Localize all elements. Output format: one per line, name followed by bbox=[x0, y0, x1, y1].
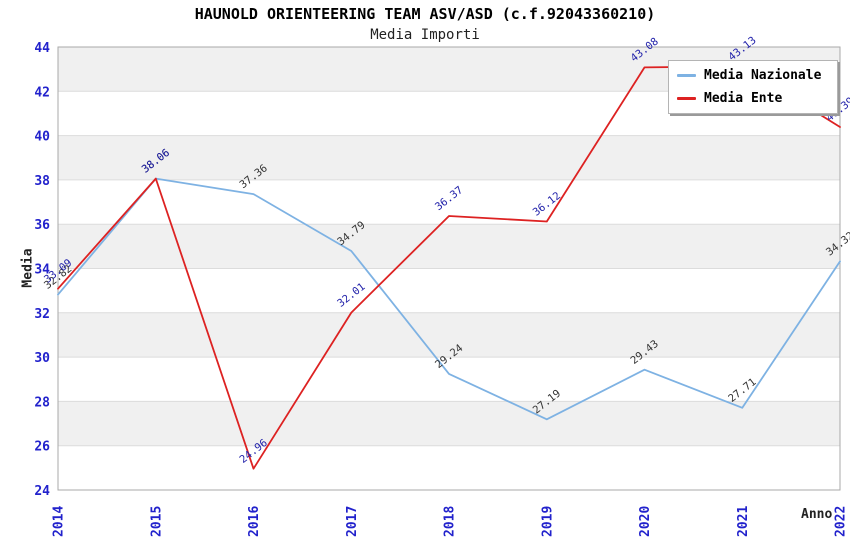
x-tick-label: 2018 bbox=[443, 506, 458, 537]
y-tick-label: 26 bbox=[34, 440, 50, 455]
media-ente-line-swatch bbox=[677, 97, 696, 100]
legend-label: Media Ente bbox=[704, 91, 783, 106]
legend-label: Media Nazionale bbox=[704, 68, 822, 83]
x-axis-title: Anno bbox=[801, 507, 833, 522]
y-tick-label: 32 bbox=[34, 307, 50, 322]
x-tick-label: 2017 bbox=[345, 506, 360, 537]
y-axis-title: Media bbox=[20, 248, 36, 288]
legend-item-media-ente: Media Ente bbox=[677, 92, 829, 105]
legend-item-media-nazionale: Media Nazionale bbox=[677, 69, 829, 82]
plot-frame bbox=[57, 46, 841, 491]
y-tick-label: 30 bbox=[34, 351, 50, 366]
point-label: 36.37 bbox=[433, 184, 465, 213]
x-tick-label: 2019 bbox=[540, 506, 555, 537]
plot-band bbox=[58, 312, 840, 358]
y-tick-label: 42 bbox=[34, 85, 50, 100]
y-tick-label: 36 bbox=[34, 218, 50, 233]
y-tick-label: 24 bbox=[34, 484, 50, 499]
y-tick-label: 34 bbox=[34, 263, 50, 278]
media-nazionale-line-swatch bbox=[677, 74, 696, 77]
x-tick-label: 2021 bbox=[736, 506, 751, 537]
plot-band bbox=[58, 401, 840, 446]
x-tick-label: 2014 bbox=[52, 506, 67, 537]
plot-band bbox=[58, 135, 840, 180]
x-tick-label: 2020 bbox=[638, 506, 653, 537]
y-tick-label: 44 bbox=[34, 41, 50, 56]
y-tick-label: 38 bbox=[34, 174, 50, 189]
x-tick-label: 2015 bbox=[149, 506, 164, 537]
y-tick-label: 28 bbox=[34, 395, 50, 410]
series-line-media-nazionale bbox=[57, 177, 841, 421]
chart-subtitle: Media Importi bbox=[370, 27, 480, 43]
point-label: 32.01 bbox=[335, 281, 367, 310]
x-tick-label: 2016 bbox=[247, 506, 262, 537]
chart-title: HAUNOLD ORIENTEERING TEAM ASV/ASD (c.f.9… bbox=[194, 5, 656, 23]
y-tick-label: 40 bbox=[34, 130, 50, 145]
plot-band bbox=[58, 224, 840, 269]
legend: Media Nazionale Media Ente bbox=[668, 60, 838, 114]
x-tick-label: 2022 bbox=[834, 506, 849, 537]
